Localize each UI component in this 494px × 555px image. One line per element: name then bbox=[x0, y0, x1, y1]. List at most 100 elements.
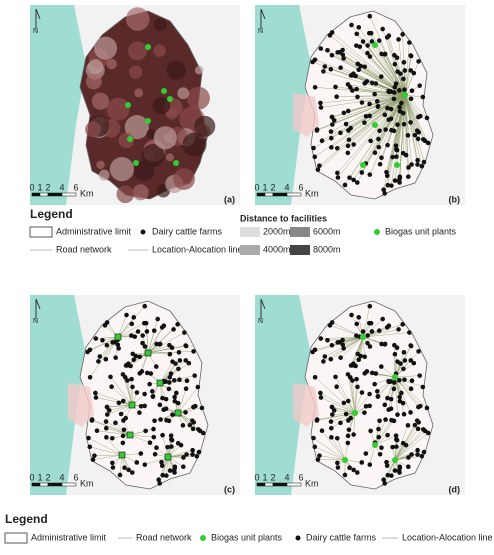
dairy-farm bbox=[153, 452, 158, 457]
dairy-farm bbox=[325, 338, 330, 343]
dairy-farm bbox=[313, 57, 318, 62]
dairy-farm bbox=[364, 451, 369, 456]
dairy-farm bbox=[195, 454, 200, 459]
dairy-farm bbox=[329, 136, 334, 141]
dairy-farm bbox=[329, 435, 334, 440]
scale-label: 4 bbox=[59, 472, 64, 482]
distance-zone bbox=[88, 59, 103, 74]
panel-label: (b) bbox=[449, 194, 461, 204]
dairy-farm bbox=[176, 401, 181, 406]
distance-zone bbox=[167, 61, 186, 80]
dairy-farm bbox=[401, 151, 406, 156]
legend-item: Road network bbox=[136, 532, 192, 542]
scale-label: 4 bbox=[59, 182, 64, 192]
distance-zone bbox=[96, 161, 104, 169]
dairy-farm bbox=[402, 87, 407, 92]
dairy-farm bbox=[355, 62, 360, 67]
dairy-farm bbox=[420, 164, 425, 169]
dairy-farm bbox=[319, 395, 324, 400]
dairy-farm bbox=[154, 445, 159, 450]
dairy-farm bbox=[426, 141, 431, 146]
dairy-farm bbox=[122, 427, 127, 432]
dairy-farm bbox=[361, 329, 366, 334]
dairy-farm bbox=[346, 109, 351, 114]
biogas-plant bbox=[161, 88, 167, 94]
dairy-farm bbox=[151, 427, 156, 432]
dairy-farm bbox=[379, 74, 384, 79]
dairy-farm bbox=[196, 427, 201, 432]
dairy-farm bbox=[346, 128, 351, 133]
dairy-farm bbox=[368, 429, 373, 434]
dairy-farm bbox=[130, 352, 135, 357]
dairy-farm bbox=[164, 418, 169, 423]
dairy-farm bbox=[392, 343, 397, 348]
dairy-farm bbox=[386, 473, 391, 478]
dairy-farm bbox=[104, 357, 109, 362]
biogas-plant bbox=[352, 410, 358, 416]
dairy-farm bbox=[151, 394, 156, 399]
biogas-plant bbox=[145, 350, 151, 356]
dairy-farm bbox=[380, 27, 385, 32]
biogas-plant bbox=[133, 160, 139, 166]
dairy-farm bbox=[420, 454, 425, 459]
dairy-farm bbox=[354, 322, 359, 327]
dairy-farm bbox=[415, 158, 420, 163]
dairy-farm bbox=[416, 427, 421, 432]
dairy-farm bbox=[131, 315, 136, 320]
dairy-farm bbox=[93, 336, 98, 341]
dairy-farm bbox=[376, 137, 381, 142]
dairy-farm bbox=[172, 466, 177, 471]
dairy-farm bbox=[392, 380, 397, 385]
dairy-farm bbox=[154, 364, 159, 369]
dairy-farm bbox=[347, 175, 352, 180]
dairy-farm bbox=[110, 461, 115, 466]
dairy-farm bbox=[313, 347, 318, 352]
dairy-farm bbox=[335, 340, 340, 345]
dairy-farm bbox=[343, 473, 348, 478]
dairy-farm bbox=[105, 320, 110, 325]
scale-unit: Km bbox=[305, 478, 319, 488]
dairy-farm bbox=[95, 428, 100, 433]
dairy-farm bbox=[346, 399, 351, 404]
scale-unit: Km bbox=[305, 188, 319, 198]
dairy-farm bbox=[182, 330, 187, 335]
dairy-farm bbox=[329, 145, 334, 150]
dairy-farm bbox=[406, 423, 411, 428]
dairy-farm bbox=[181, 464, 186, 469]
dairy-farm bbox=[365, 43, 370, 48]
dairy-farm bbox=[382, 481, 387, 486]
dairy-farm bbox=[354, 377, 359, 382]
biogas-plant bbox=[372, 42, 378, 48]
dairy-farm bbox=[403, 68, 408, 73]
dairy-farm bbox=[368, 54, 373, 59]
distance-zone bbox=[126, 7, 150, 31]
dairy-farm bbox=[393, 468, 398, 473]
dairy-farm bbox=[164, 397, 169, 402]
dairy-farm bbox=[150, 389, 155, 394]
biogas-plant bbox=[167, 96, 173, 102]
scale-label: 6 bbox=[73, 472, 78, 482]
dairy-farm bbox=[394, 154, 399, 159]
dairy-farm bbox=[356, 67, 361, 72]
dairy-farm bbox=[393, 178, 398, 183]
dairy-farm bbox=[191, 427, 196, 432]
dairy-farm bbox=[330, 53, 335, 58]
dairy-farm bbox=[351, 142, 356, 147]
biogas-plant bbox=[360, 162, 366, 168]
plant-swatch bbox=[200, 535, 206, 541]
dairy-farm bbox=[87, 445, 92, 450]
biogas-plant bbox=[392, 374, 398, 380]
class-swatch bbox=[240, 245, 260, 255]
scale-label: 1 bbox=[262, 182, 267, 192]
dairy-farm bbox=[90, 418, 95, 423]
dairy-farm bbox=[330, 122, 335, 127]
dairy-farm bbox=[338, 65, 343, 70]
dairy-farm bbox=[155, 317, 160, 322]
dairy-farm bbox=[121, 434, 126, 439]
dairy-farm bbox=[355, 385, 360, 390]
north-label: N bbox=[33, 28, 38, 35]
dairy-farm bbox=[335, 171, 340, 176]
distance-zone bbox=[107, 98, 130, 121]
north-label: N bbox=[258, 28, 263, 35]
dairy-farm bbox=[385, 143, 390, 148]
